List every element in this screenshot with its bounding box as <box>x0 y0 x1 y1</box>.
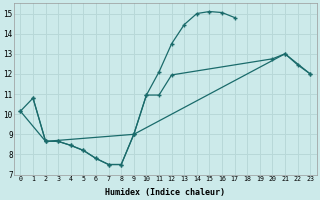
X-axis label: Humidex (Indice chaleur): Humidex (Indice chaleur) <box>105 188 225 197</box>
